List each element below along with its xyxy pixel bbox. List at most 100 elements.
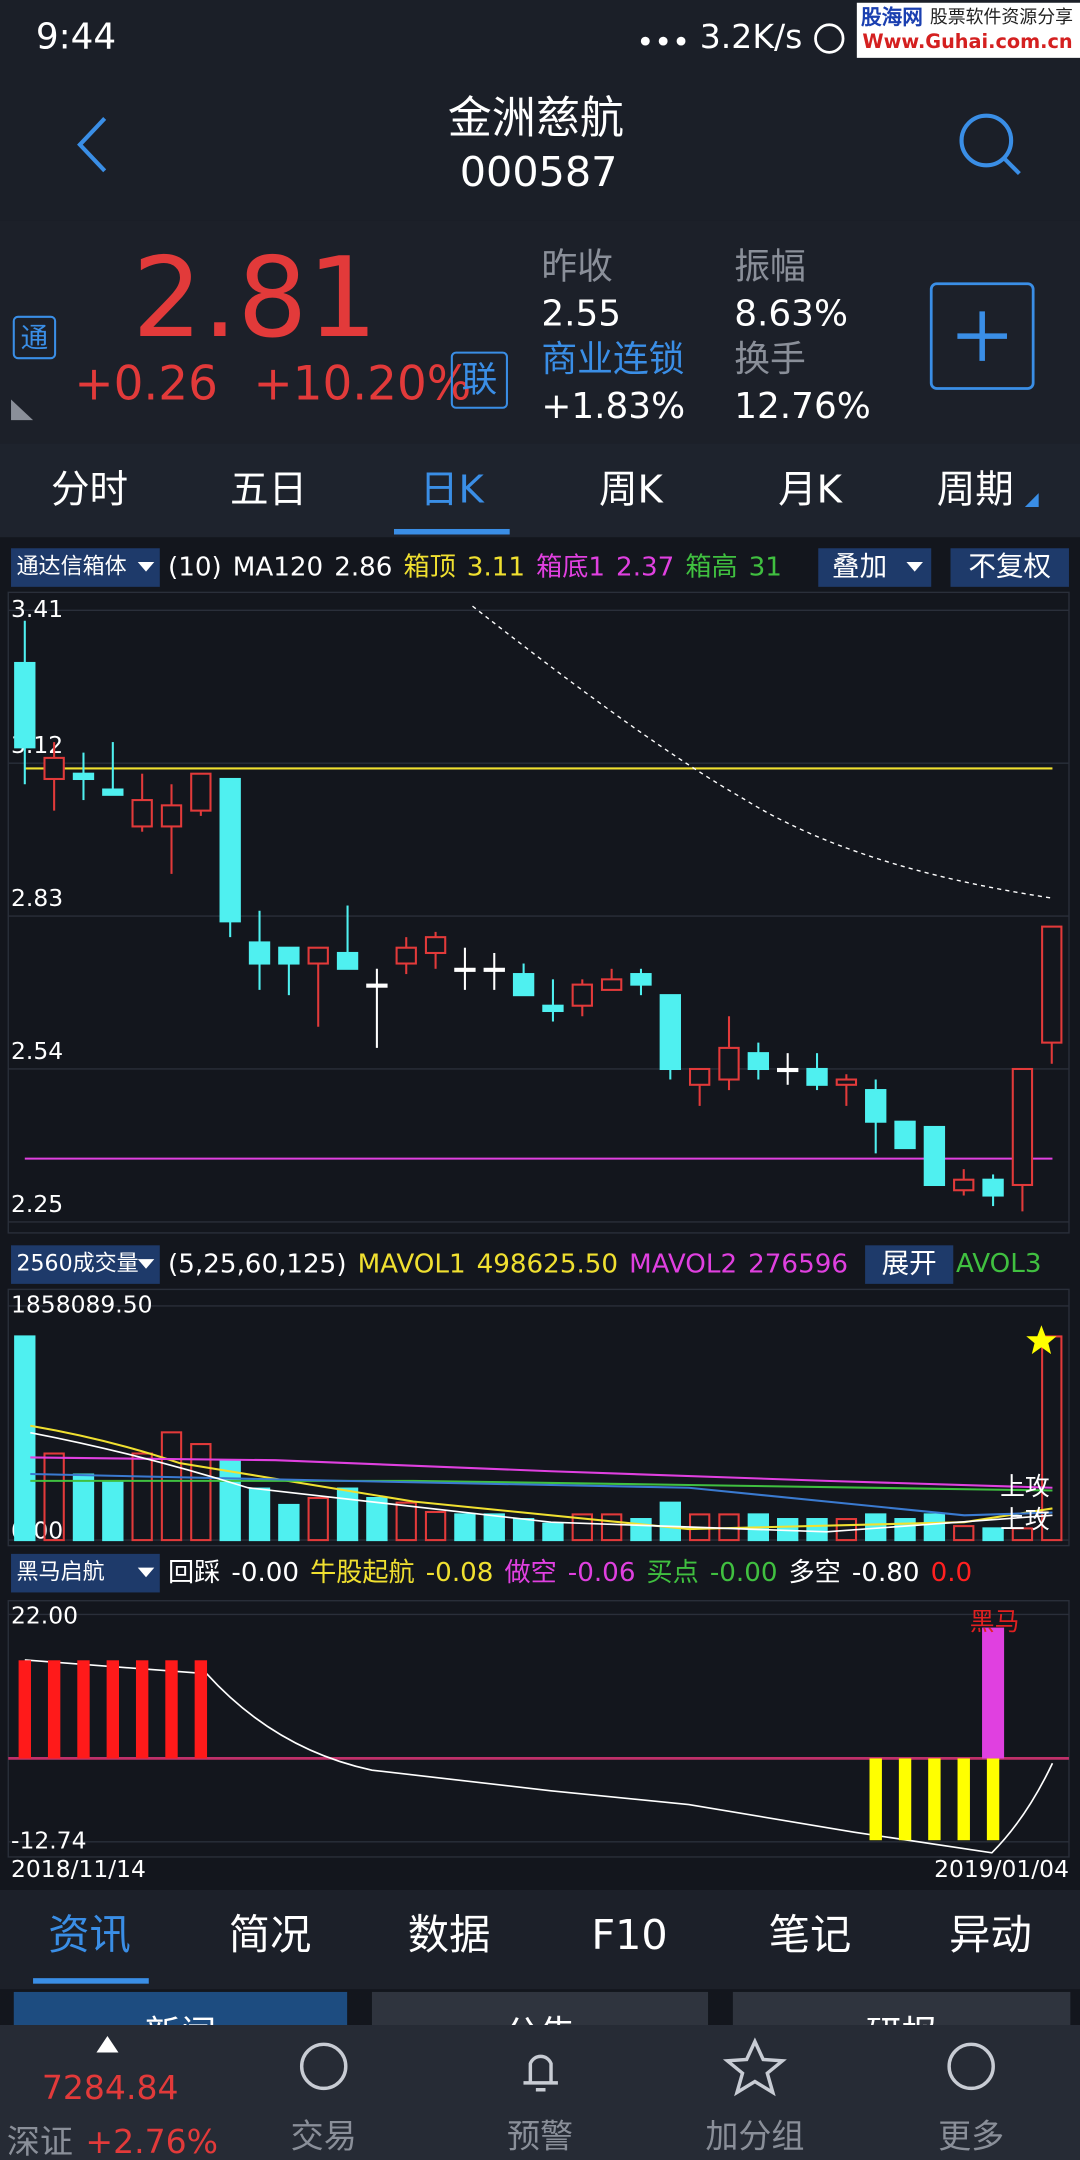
status-dots: ••• (636, 26, 690, 61)
info-tab[interactable]: F10 (591, 1911, 667, 1959)
add-button-frame[interactable] (929, 282, 1035, 390)
sector-link[interactable]: 商业连锁 (541, 339, 684, 380)
indicator-bar (928, 1758, 941, 1841)
period-tab[interactable]: 月K (778, 467, 844, 512)
info-tab[interactable]: 异动 (949, 1911, 1032, 1959)
volume-bar (512, 1518, 535, 1542)
volume-bar (307, 1496, 329, 1542)
legend-item: MAVOL1 (358, 1249, 466, 1279)
badge-frame (12, 315, 57, 360)
info-tab[interactable]: 笔记 (769, 1911, 852, 1959)
corner-triangle (11, 399, 34, 421)
chart-frame (7, 591, 1070, 1234)
candle-body (14, 661, 36, 749)
info-tab[interactable]: 资讯 (48, 1911, 131, 1959)
indicator-selector[interactable] (11, 548, 160, 587)
period-tab[interactable]: 分时 (51, 467, 128, 512)
overlay-dropdown (906, 562, 923, 572)
candle-body (600, 978, 623, 991)
candle-body (43, 756, 65, 781)
x-axis-label: 2018/11/14 (11, 1855, 146, 1883)
legend-item: 箱顶 (403, 552, 455, 582)
search-icon[interactable] (959, 113, 1014, 168)
stat-value: 8.63% (734, 293, 848, 334)
back-button[interactable] (77, 117, 107, 173)
legend-item: 做空 (504, 1558, 556, 1588)
y-tick-label: 2.54 (11, 1037, 63, 1065)
subtab-label[interactable]: 研报 (866, 2014, 938, 2055)
period-tab[interactable]: 日K (420, 467, 486, 512)
add-button[interactable] (929, 282, 1035, 390)
more-icon[interactable] (947, 2042, 995, 2091)
volume-bar (190, 1443, 212, 1542)
nav-icons (299, 2037, 995, 2097)
status-speed: 3.2K/s (700, 17, 803, 56)
active-tab-underline (393, 528, 510, 535)
indicator-selector[interactable] (11, 1553, 160, 1593)
indicator-bar (106, 1660, 120, 1759)
indicator-selector[interactable] (11, 1245, 160, 1284)
volume-bar (806, 1518, 828, 1542)
indicator-bar (986, 1758, 1000, 1841)
subtab[interactable] (13, 1991, 348, 2047)
stat-label: 振幅 (734, 247, 806, 288)
volume-ma (30, 1431, 1053, 1533)
indicator-bar (957, 1758, 970, 1841)
alert-icon[interactable] (523, 2054, 558, 2092)
badge-tong[interactable]: 通 (21, 322, 49, 354)
expand-button[interactable] (865, 1245, 954, 1284)
index-name[interactable]: 深证 (7, 2122, 73, 2160)
volume-bar (14, 1335, 36, 1542)
index-change[interactable]: +2.76% (85, 2122, 218, 2160)
legend-item: 0.0 (931, 1558, 973, 1588)
badge-lian[interactable]: 联 (461, 360, 497, 401)
candle-body (102, 788, 124, 796)
nav-label[interactable]: 更多 (938, 2116, 1004, 2155)
nav-label[interactable]: 交易 (291, 2116, 357, 2155)
nav-items: 交易 预警 加分组 更多 (291, 2116, 1005, 2155)
group-icon[interactable] (722, 2037, 787, 2097)
period-tab[interactable]: 周期 (937, 467, 1014, 512)
subtab[interactable] (371, 1991, 709, 2047)
search-button[interactable] (959, 113, 1021, 176)
candle-body (659, 994, 681, 1071)
search-icon-handle[interactable] (1002, 156, 1021, 176)
adjust-button[interactable] (950, 548, 1069, 587)
indicator-name[interactable]: 通达信箱体 (17, 555, 127, 580)
subtab-label[interactable]: 公告 (504, 2014, 576, 2055)
info-tab[interactable]: 数据 (408, 1911, 491, 1959)
volume-ma (30, 1424, 1053, 1531)
period-tab[interactable]: 周K (599, 467, 665, 512)
volume-bar (923, 1513, 946, 1542)
candle-body (923, 1125, 946, 1187)
info-tab[interactable]: 简况 (229, 1911, 312, 1959)
index-value[interactable]: 7284.84 (42, 2068, 179, 2107)
volume-ma (30, 1472, 1053, 1517)
candle-body (336, 951, 359, 970)
candle-body (512, 973, 535, 997)
nav-label[interactable]: 加分组 (705, 2116, 804, 2155)
period-tabs: 分时 五日 日K 周K 月K 周期 (51, 467, 1039, 535)
active-tab-underline (33, 1978, 149, 1984)
watermark (856, 2, 1080, 58)
indicator-bar (18, 1660, 31, 1759)
volume-annotation: 上攻 (1000, 1472, 1050, 1501)
adjust-button-label[interactable]: 不复权 (968, 551, 1051, 583)
stat-label: 换手 (734, 339, 806, 380)
legend-item: (10) (168, 552, 222, 582)
candle-body (72, 772, 95, 781)
volume-bar (571, 1513, 593, 1542)
index-arrow (96, 2036, 119, 2053)
expand-button-label[interactable]: 展开 (882, 1248, 937, 1280)
subtab[interactable] (732, 1991, 1071, 2047)
trade-icon[interactable] (299, 2042, 348, 2091)
overlay-button-label[interactable]: 叠加 (832, 551, 887, 583)
indicator-name[interactable]: 黑马启航 (17, 1560, 105, 1585)
nav-label[interactable]: 预警 (507, 2116, 573, 2155)
subtab-label[interactable]: 新闻 (145, 2014, 217, 2055)
period-tab[interactable]: 五日 (230, 467, 307, 512)
add-icon[interactable] (957, 311, 1007, 361)
indicator-name[interactable]: 2560成交量 (17, 1252, 139, 1277)
